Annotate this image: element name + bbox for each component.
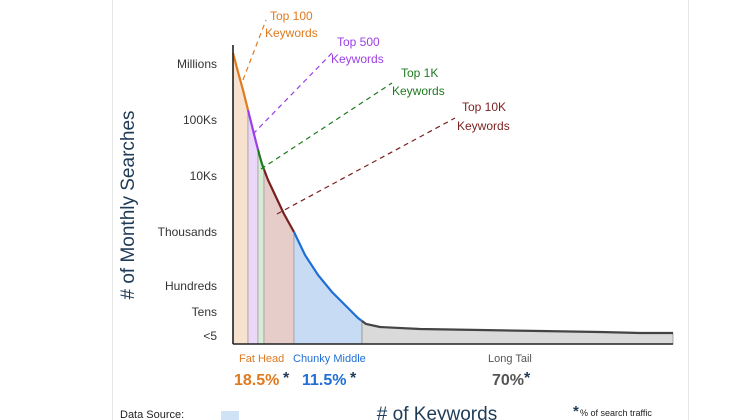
chunky-middle-label: Chunky Middle	[293, 353, 366, 365]
top-1k-callout-line2: Keywords	[392, 84, 445, 98]
top-10k-callout-line2: Keywords	[457, 119, 510, 133]
long-tail-percent-group: 70% *	[492, 370, 531, 389]
top-100-leader	[242, 19, 267, 81]
fat-head-percent-group: 18.5% *	[234, 370, 290, 389]
y-tick-10ks: 10Ks	[190, 169, 217, 183]
footnote-text: % of search traffic	[580, 408, 652, 418]
top-10k-area	[263, 169, 295, 345]
frame-right-border	[688, 0, 689, 420]
chunky-middle-percent-group: 11.5% *	[302, 370, 357, 389]
top-500-callout-line1: Top 500	[337, 35, 380, 49]
long-tail-percent: 70%	[492, 372, 524, 389]
top-500-curve	[246, 109, 260, 150]
x-axis-title: # of Keywords	[377, 404, 497, 420]
chunky-middle-percent: 11.5%	[302, 372, 346, 389]
fat-head-label: Fat Head	[239, 353, 284, 365]
legend-swatch	[221, 411, 239, 420]
y-tick-thousands: Thousands	[158, 225, 217, 239]
frame-left-border	[112, 0, 113, 420]
top-500-leader	[252, 52, 333, 135]
fat-head-percent: 18.5%	[234, 372, 279, 389]
top-10k-leader	[276, 117, 456, 215]
chunky-middle-curve	[293, 231, 363, 322]
data-source-label: Data Source:	[120, 409, 184, 420]
top-10k-callout-line1: Top 10K	[462, 100, 506, 114]
top-1k-curve	[256, 149, 266, 170]
long-tail-label: Long Tail	[488, 353, 532, 365]
top-100-callout-line2: Keywords	[265, 26, 318, 40]
top-1k-callout-line1: Top 1K	[401, 66, 438, 80]
top-500-callout-line2: Keywords	[331, 52, 384, 66]
long-tail-curve	[361, 320, 673, 335]
top-100-callout-line1: Top 100	[270, 9, 313, 23]
y-tick-millions: Millions	[177, 57, 217, 71]
top-10k-curve	[262, 168, 295, 233]
top-1k-area	[257, 149, 265, 345]
top-1k-leader	[260, 82, 393, 170]
fat-head-asterisk: *	[283, 370, 290, 387]
y-tick-tens: Tens	[192, 305, 217, 319]
y-tick-100ks: 100Ks	[183, 113, 217, 127]
y-axis-title: # of Monthly Searches	[118, 110, 139, 299]
footnote-asterisk: *	[573, 403, 579, 420]
long-tail-asterisk: *	[524, 370, 531, 387]
top-100-curve	[231, 52, 250, 111]
chunky-middle-asterisk: *	[350, 370, 357, 387]
y-tick-hundreds: Hundreds	[165, 279, 217, 293]
y-tick-labels: Millions 100Ks 10Ks Thousands Hundreds T…	[158, 57, 218, 343]
y-tick-under-5: <5	[203, 329, 217, 343]
